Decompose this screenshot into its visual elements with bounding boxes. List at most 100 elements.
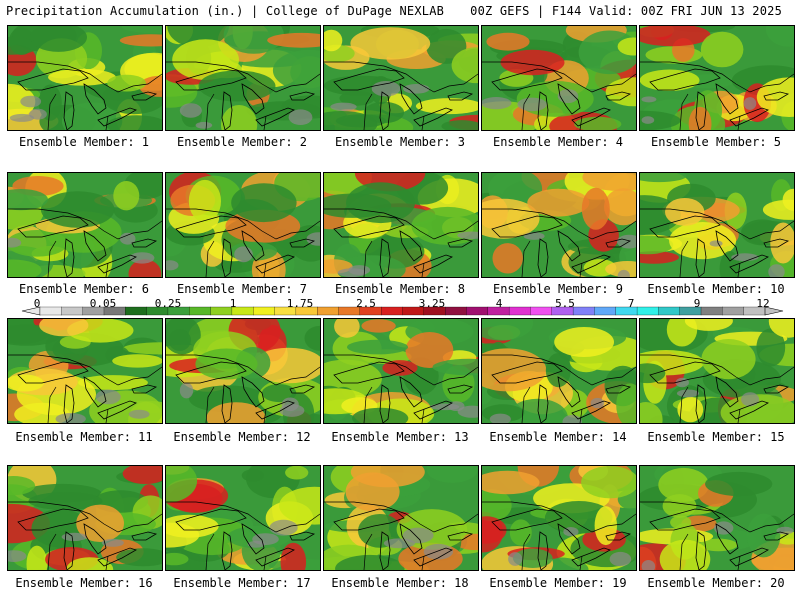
ensemble-member-label: Ensemble Member: 6 xyxy=(18,282,150,296)
boundary-line xyxy=(482,501,636,533)
low-precip-area xyxy=(247,540,265,548)
colorbar-swatch xyxy=(594,306,617,316)
lake-outline xyxy=(491,361,563,384)
boundary-line xyxy=(166,354,320,386)
precip-field xyxy=(8,26,162,130)
colorbar-swatch xyxy=(125,306,148,316)
low-precip-area xyxy=(457,405,478,418)
low-precip-area xyxy=(119,232,136,245)
colorbar-swatch xyxy=(189,306,212,316)
precip-area xyxy=(640,402,663,423)
low-precip-area xyxy=(402,527,434,544)
ensemble-member-label: Ensemble Member: 19 xyxy=(489,576,627,590)
low-precip-area xyxy=(128,409,150,419)
boundary-line xyxy=(166,501,320,533)
precip-area xyxy=(451,47,478,84)
precip-area xyxy=(604,188,636,226)
precip-area xyxy=(347,339,408,355)
precip-area xyxy=(334,319,360,338)
lake-outline xyxy=(379,384,391,423)
low-precip-area xyxy=(641,96,657,103)
precip-area xyxy=(581,187,610,230)
lake-outline xyxy=(571,400,611,420)
precip-field xyxy=(640,319,794,423)
boundary-line xyxy=(521,533,531,570)
boundary-line xyxy=(482,208,636,240)
ensemble-member-label: Ensemble Member: 4 xyxy=(492,135,624,149)
ensemble-member-label: Ensemble Member: 1 xyxy=(18,135,150,149)
precip-area xyxy=(640,235,674,255)
precip-field xyxy=(8,173,162,277)
precip-area xyxy=(441,120,478,130)
boundary-line xyxy=(421,115,425,130)
low-precip-area xyxy=(337,268,367,277)
precip-area xyxy=(324,29,343,52)
lake-outline xyxy=(413,547,453,567)
ensemble-map-panel xyxy=(323,465,479,571)
precip-area xyxy=(279,486,320,525)
lake-outline xyxy=(605,384,632,394)
ensemble-member-label: Ensemble Member: 7 xyxy=(176,282,308,296)
boundary-line xyxy=(579,555,583,570)
low-precip-area xyxy=(179,103,202,118)
precip-area xyxy=(705,471,773,497)
lake-outline xyxy=(695,384,707,423)
lake-outline xyxy=(715,376,739,408)
precip-area xyxy=(231,183,297,223)
colorbar-swatch xyxy=(253,306,276,316)
lake-outline xyxy=(255,254,295,274)
colorbar-tick-label: 12 xyxy=(756,297,770,310)
low-precip-area xyxy=(371,81,401,97)
precip-area xyxy=(166,466,198,503)
ensemble-map-panel xyxy=(7,465,163,571)
ensemble-member-label: Ensemble Member: 20 xyxy=(647,576,785,590)
lake-outline xyxy=(571,254,611,274)
colorbar-swatch xyxy=(658,306,681,316)
precip-area xyxy=(66,557,114,570)
boundary-line xyxy=(363,93,373,130)
lake-outline xyxy=(63,531,75,570)
boundary-line xyxy=(205,93,215,130)
precip-field xyxy=(482,26,636,130)
boundary-line xyxy=(640,501,794,533)
precip-area xyxy=(768,319,794,338)
boundary-line xyxy=(737,555,741,570)
boundary-line xyxy=(579,408,583,423)
lake-outline xyxy=(537,531,549,570)
precip-area xyxy=(168,329,191,351)
low-precip-area xyxy=(457,231,478,240)
lake-outline xyxy=(491,215,563,238)
lake-outline xyxy=(763,91,790,101)
precip-area xyxy=(545,353,571,388)
low-precip-area xyxy=(517,97,547,112)
boundary-line xyxy=(8,501,162,533)
lake-outline xyxy=(63,384,75,423)
boundary-line xyxy=(679,240,689,277)
boundary-line xyxy=(8,354,162,386)
ensemble-member-label: Ensemble Member: 15 xyxy=(647,430,785,444)
lake-outline xyxy=(289,531,316,541)
lake-outline xyxy=(649,361,721,384)
low-precip-area xyxy=(508,552,523,566)
boundary-line xyxy=(205,386,215,423)
low-precip-area xyxy=(166,260,179,271)
low-precip-area xyxy=(269,519,298,536)
precip-area xyxy=(432,358,478,376)
ensemble-map-panel xyxy=(323,172,479,278)
lake-outline xyxy=(399,523,423,555)
precip-area xyxy=(172,39,239,81)
precip-area xyxy=(617,37,636,56)
lake-outline xyxy=(491,68,563,91)
ensemble-member-label: Ensemble Member: 14 xyxy=(489,430,627,444)
lake-outline xyxy=(447,91,474,101)
precip-area xyxy=(116,548,162,567)
lake-outline xyxy=(83,523,107,555)
ensemble-map-panel xyxy=(639,318,795,424)
low-precip-area xyxy=(557,89,579,104)
precip-area xyxy=(361,319,396,333)
colorbar-swatch xyxy=(381,306,403,316)
precip-field xyxy=(482,466,636,570)
precip-area xyxy=(426,466,478,483)
low-precip-area xyxy=(195,121,213,129)
precip-area xyxy=(574,116,622,130)
